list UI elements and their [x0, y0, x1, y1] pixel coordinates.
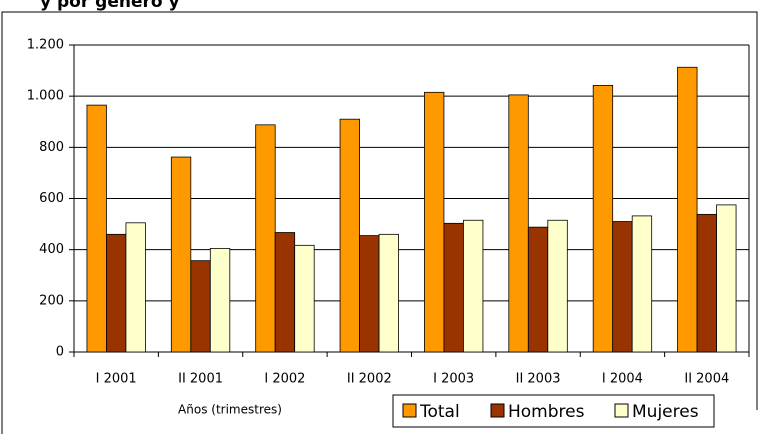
bar — [547, 219, 568, 353]
chart-frame — [1, 11, 758, 434]
x-tick-label: II 2002 — [347, 372, 392, 387]
bar — [592, 85, 614, 353]
bar — [170, 156, 192, 353]
legend-swatch — [402, 403, 417, 418]
bar — [612, 221, 633, 353]
bar — [274, 232, 296, 353]
bar — [86, 104, 107, 353]
bar — [255, 124, 276, 353]
legend-label: Mujeres — [632, 402, 699, 422]
bar — [527, 226, 549, 353]
legend-swatch — [614, 403, 629, 418]
bar — [443, 222, 464, 353]
legend-label: Hombres — [508, 402, 585, 422]
bar — [424, 91, 445, 353]
y-tick-label: 1.200 — [27, 38, 64, 53]
bar — [209, 247, 231, 353]
x-tick-label: I 2002 — [264, 372, 305, 387]
bar — [359, 235, 380, 353]
x-tick-label: I 2003 — [433, 372, 474, 387]
legend-label: Total — [419, 402, 460, 422]
x-tick-label: II 2003 — [516, 372, 561, 387]
x-tick-label: I 2004 — [602, 372, 643, 387]
y-tick-label: 1.000 — [27, 89, 64, 104]
bar — [106, 233, 127, 353]
bar — [125, 222, 146, 353]
bar — [463, 219, 484, 353]
bar — [631, 215, 653, 353]
legend-swatch — [490, 403, 505, 418]
x-tick-label: I 2001 — [96, 372, 137, 387]
y-tick-label: 400 — [39, 242, 64, 257]
bar — [677, 66, 698, 353]
bar — [339, 118, 360, 353]
y-tick-label: 600 — [39, 191, 64, 206]
bar — [190, 260, 211, 353]
y-tick-label: 0 — [56, 345, 64, 360]
y-tick-label: 200 — [39, 293, 64, 308]
y-tick-label: 800 — [39, 140, 64, 155]
bar — [294, 244, 315, 353]
x-tick-label: II 2004 — [684, 372, 729, 387]
bar — [378, 233, 399, 353]
x-axis-label: Años (trimestres) — [178, 403, 282, 417]
x-tick-label: II 2001 — [178, 372, 223, 387]
bar — [508, 94, 529, 353]
bar — [696, 213, 717, 353]
chart-title: y por género y — [40, 0, 180, 12]
bar — [716, 204, 737, 353]
legend-box — [392, 394, 715, 428]
